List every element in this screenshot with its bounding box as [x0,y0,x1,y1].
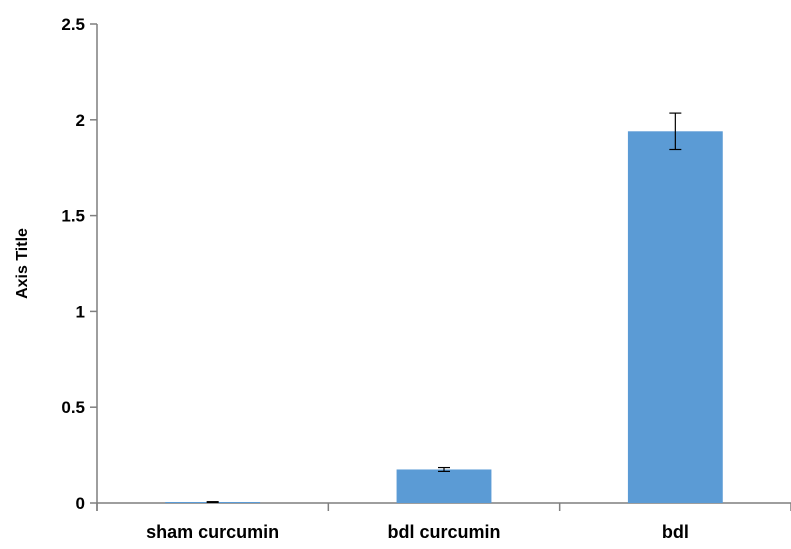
bar [396,469,492,503]
y-axis-title: Axis Title [14,228,31,299]
y-tick-label: 1.5 [61,207,85,226]
x-category-label: sham curcumin [146,522,279,542]
y-tick-label: 2.5 [61,15,85,34]
bar [627,131,723,503]
x-category-label: bdl [662,522,689,542]
y-tick-label: 0.5 [61,398,85,417]
x-category-label: bdl curcumin [387,522,500,542]
y-tick-label: 1 [76,302,85,321]
y-tick-label: 2 [76,111,85,130]
y-tick-label: 0 [76,494,85,513]
